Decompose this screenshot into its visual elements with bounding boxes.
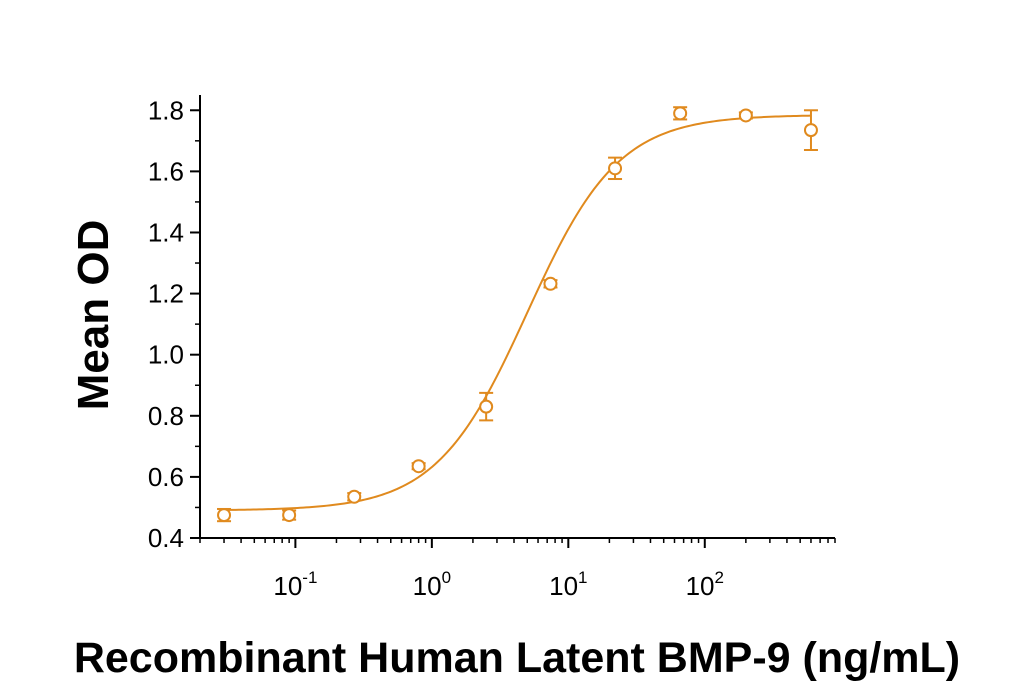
point-marker [282,508,297,523]
x-axis-title: Recombinant Human Latent BMP-9 (ng/mL) [74,634,960,682]
x-tick-exponent: 1 [578,568,587,587]
data-points [217,106,818,523]
y-axis-title: Mean OD [69,220,118,411]
point-marker [479,399,494,414]
y-ticks: 0.4 0.6 0.8 1.0 1.2 1.4 1.6 1.8 [148,95,200,553]
point-marker [738,108,753,123]
point-marker [803,123,818,138]
x-tick-base: 10 [549,571,578,601]
y-tick-label: 0.4 [148,523,184,553]
data-point [347,489,362,504]
data-point [738,108,753,123]
data-point [608,156,623,181]
point-marker [608,161,623,176]
y-tick-label: 1.6 [148,156,184,186]
y-tick-label: 1.8 [148,95,184,125]
point-marker [411,459,426,474]
fit-curve [224,114,811,511]
y-tick-label: 0.6 [148,462,184,492]
x-tick-label: 100 [413,568,451,601]
y-tick-label: 1.0 [148,340,184,370]
fit-curve-group [224,114,811,511]
data-point [411,459,426,474]
point-marker [347,489,362,504]
x-tick-base: 10 [413,571,442,601]
point-marker [673,106,688,121]
x-tick-label: 102 [686,568,724,601]
x-tick-exponent: -1 [302,568,317,587]
data-point [282,508,297,523]
data-point [479,391,494,422]
y-tick-label: 1.4 [148,217,184,247]
data-point [217,507,232,523]
data-point [673,106,688,121]
x-tick-label: 101 [549,568,587,601]
x-tick-base: 10 [273,571,302,601]
x-tick-exponent: 2 [715,568,724,587]
y-tick-label: 1.2 [148,279,184,309]
point-marker [543,276,558,291]
x-tick-base: 10 [686,571,715,601]
axes [199,95,835,539]
y-tick-label: 0.8 [148,401,184,431]
x-tick-exponent: 0 [442,568,451,587]
x-ticks: 10-1 100 101 102 [199,538,836,601]
x-tick-label: 10-1 [273,568,317,601]
point-marker [217,508,232,523]
data-point [543,276,558,291]
data-point [803,109,818,151]
